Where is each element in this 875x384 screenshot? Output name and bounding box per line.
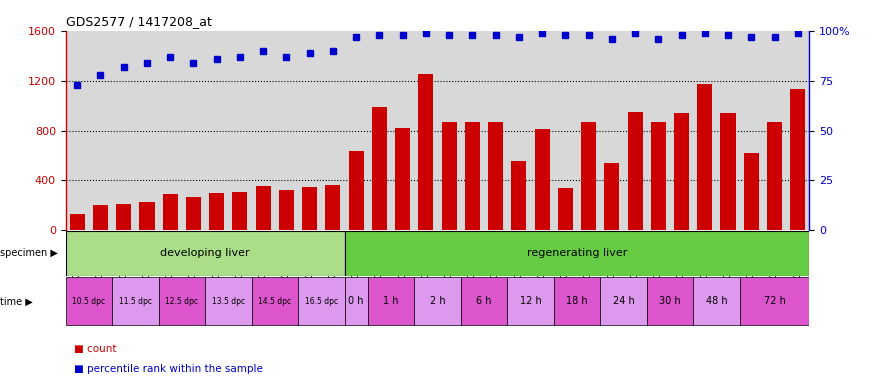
Text: 0 h: 0 h xyxy=(348,296,364,306)
Bar xyxy=(720,113,736,230)
Bar xyxy=(511,161,527,230)
Bar xyxy=(507,278,554,325)
Bar xyxy=(605,163,620,230)
Bar xyxy=(70,214,85,230)
Bar xyxy=(461,278,507,325)
Bar xyxy=(139,202,155,230)
Text: 14.5 dpc: 14.5 dpc xyxy=(258,297,291,306)
Bar xyxy=(535,129,550,230)
Bar xyxy=(442,122,457,230)
Bar xyxy=(790,89,805,230)
Bar xyxy=(209,193,224,230)
Bar xyxy=(205,278,252,325)
Text: ■ percentile rank within the sample: ■ percentile rank within the sample xyxy=(74,364,263,374)
Bar xyxy=(345,231,809,276)
Text: 30 h: 30 h xyxy=(659,296,681,306)
Text: 13.5 dpc: 13.5 dpc xyxy=(212,297,245,306)
Text: specimen ▶: specimen ▶ xyxy=(0,248,58,258)
Text: 72 h: 72 h xyxy=(764,296,786,306)
Text: 48 h: 48 h xyxy=(705,296,727,306)
Bar xyxy=(396,128,410,230)
Bar xyxy=(739,278,809,325)
Text: 16.5 dpc: 16.5 dpc xyxy=(304,297,338,306)
Text: 2 h: 2 h xyxy=(430,296,445,306)
Text: regenerating liver: regenerating liver xyxy=(527,248,627,258)
Text: 11.5 dpc: 11.5 dpc xyxy=(119,297,152,306)
Bar xyxy=(488,122,503,230)
Text: 6 h: 6 h xyxy=(476,296,492,306)
Bar xyxy=(600,278,647,325)
Text: 12 h: 12 h xyxy=(520,296,542,306)
Bar xyxy=(465,122,480,230)
Bar xyxy=(345,278,368,325)
Bar xyxy=(697,84,712,230)
Bar xyxy=(651,122,666,230)
Bar xyxy=(581,122,596,230)
Bar xyxy=(326,185,340,230)
Text: 18 h: 18 h xyxy=(566,296,588,306)
Text: 12.5 dpc: 12.5 dpc xyxy=(165,297,199,306)
Bar xyxy=(158,278,205,325)
Text: 24 h: 24 h xyxy=(612,296,634,306)
Bar xyxy=(298,278,345,325)
Bar xyxy=(368,278,414,325)
Bar xyxy=(233,192,248,230)
Text: 10.5 dpc: 10.5 dpc xyxy=(73,297,105,306)
Text: GDS2577 / 1417208_at: GDS2577 / 1417208_at xyxy=(66,15,212,28)
Bar xyxy=(66,231,345,276)
Bar xyxy=(252,278,298,325)
Bar xyxy=(66,278,112,325)
Bar xyxy=(414,278,461,325)
Bar xyxy=(554,278,600,325)
Bar xyxy=(186,197,201,230)
Text: 1 h: 1 h xyxy=(383,296,399,306)
Bar xyxy=(372,107,387,230)
Text: ■ count: ■ count xyxy=(74,344,117,354)
Bar xyxy=(93,205,108,230)
Bar xyxy=(302,187,318,230)
Bar xyxy=(767,122,782,230)
Bar xyxy=(116,204,131,230)
Bar xyxy=(279,190,294,230)
Text: time ▶: time ▶ xyxy=(0,296,32,306)
Bar xyxy=(557,188,573,230)
Bar xyxy=(744,153,759,230)
Bar xyxy=(255,186,270,230)
Bar xyxy=(348,151,364,230)
Bar xyxy=(627,112,642,230)
Bar xyxy=(674,113,690,230)
Bar xyxy=(112,278,158,325)
Text: developing liver: developing liver xyxy=(160,248,250,258)
Bar xyxy=(693,278,739,325)
Bar xyxy=(647,278,693,325)
Bar xyxy=(418,74,433,230)
Bar xyxy=(163,194,178,230)
